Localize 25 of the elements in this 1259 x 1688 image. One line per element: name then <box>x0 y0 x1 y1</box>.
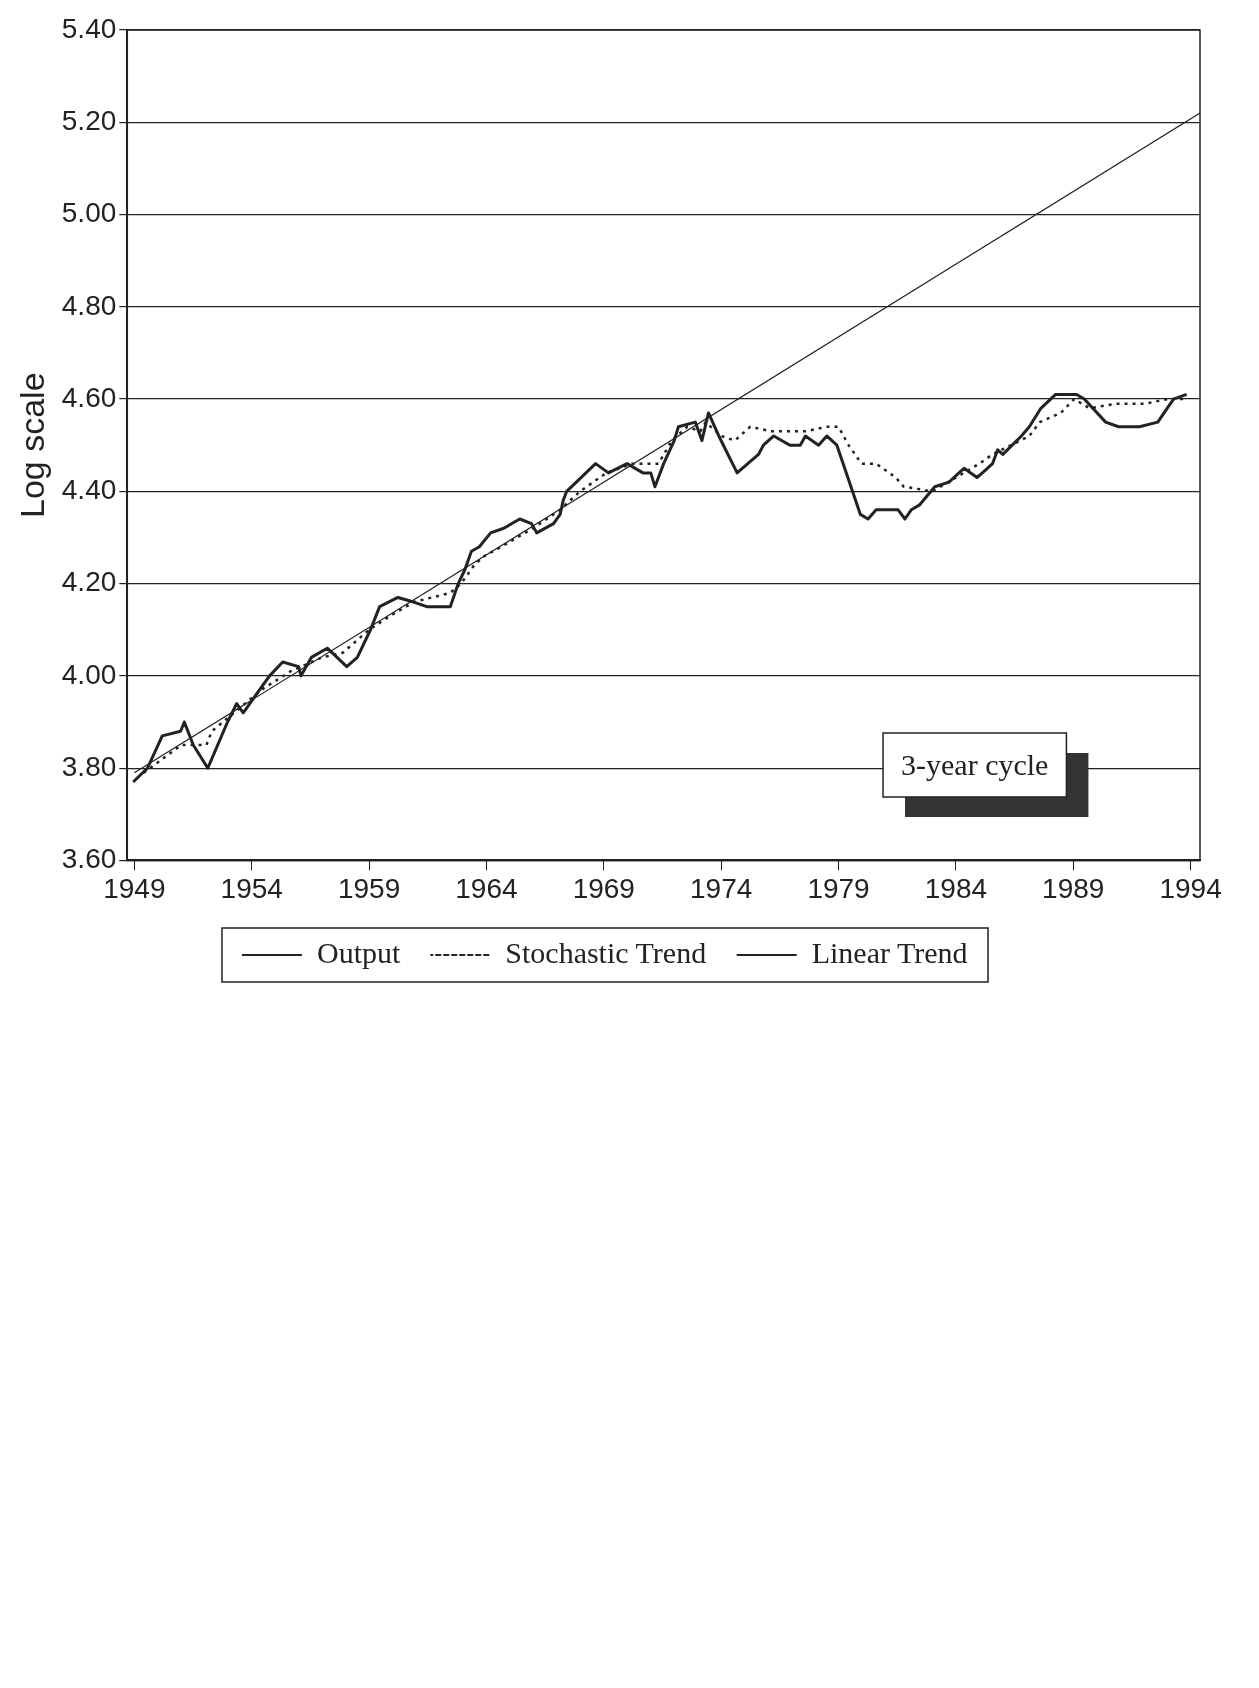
y-tick-label: 5.20 <box>61 104 117 136</box>
x-tick-label: 1969 <box>572 872 635 904</box>
x-tick-label: 1964 <box>455 872 518 904</box>
x-tick-label: 1994 <box>1159 872 1222 904</box>
y-tick-label: 3.60 <box>61 843 117 875</box>
y-tick-label: 5.40 <box>61 12 117 44</box>
legend-label: Output <box>316 935 401 969</box>
legend-label: Stochastic Trend <box>505 935 707 969</box>
x-tick-label: 1974 <box>690 872 753 904</box>
x-tick-label: 1949 <box>103 872 166 904</box>
x-tick-label: 1989 <box>1042 872 1105 904</box>
x-tick-label: 1984 <box>924 872 988 904</box>
y-axis-title: Log scale <box>12 372 51 518</box>
x-tick-label: 1979 <box>807 872 870 904</box>
y-tick-label: 4.40 <box>61 474 117 506</box>
x-tick-label: 1959 <box>337 872 401 904</box>
y-tick-label: 4.20 <box>61 566 117 598</box>
y-tick-label: 4.80 <box>61 289 117 321</box>
x-tick-label: 1954 <box>220 872 283 904</box>
y-tick-label: 4.60 <box>61 381 117 413</box>
y-tick-label: 3.80 <box>61 750 117 782</box>
legend-label: Linear Trend <box>811 935 968 969</box>
y-tick-label: 5.00 <box>61 197 117 229</box>
y-tick-label: 4.00 <box>61 658 117 690</box>
annotation: 3-year cycle <box>901 747 1049 781</box>
